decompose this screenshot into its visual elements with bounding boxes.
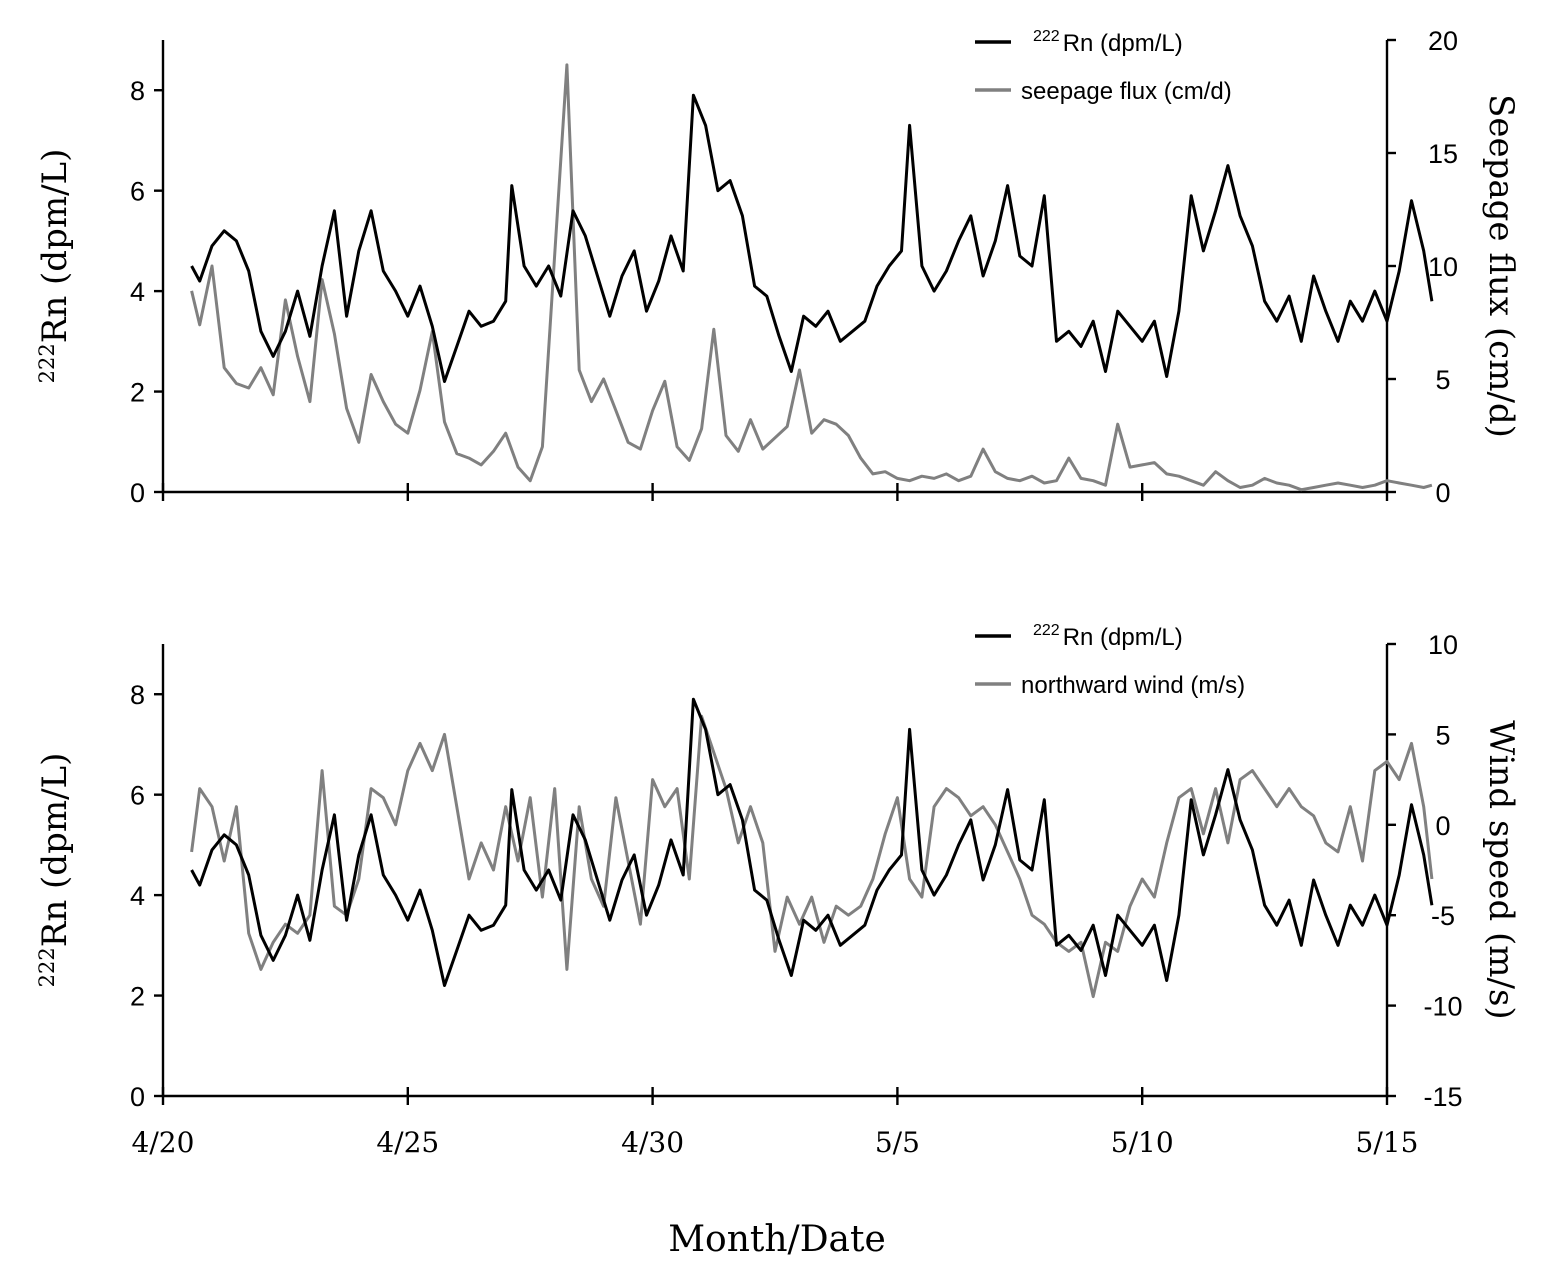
bottom-panel: 4/20 4/25 4/30 5/5 5/10 5/15 0 2 4 6 8 -15 -10 -5 0 5 10…: [35, 622, 1521, 1260]
legend-label: 222 Rn (dpm/L): [1033, 28, 1183, 57]
right-y-tick-label: -5: [1431, 901, 1455, 931]
x-tick-label: 4/30: [621, 1126, 684, 1159]
x-tick-label: 4/20: [132, 1126, 195, 1159]
legend-superscript: 222: [1033, 28, 1060, 45]
legend-label: northward wind (m/s): [1021, 672, 1245, 699]
right-y-axis-title: Seepage flux (cm/d): [1481, 94, 1521, 438]
left-y-tick-label: 2: [130, 378, 145, 408]
right-y-tick-label: 0: [1435, 811, 1450, 841]
right-y-tick-label: -10: [1423, 992, 1462, 1022]
left-y-tick-label: 6: [130, 781, 145, 811]
legend-superscript: 222: [1033, 622, 1060, 639]
legend-label: 222 Rn (dpm/L): [1033, 622, 1183, 651]
series-line-radon: [190, 697, 1434, 987]
series-line-secondary: [190, 63, 1433, 492]
right-y-tick-label: 10: [1428, 252, 1458, 282]
left-y-title-superscript: 222: [35, 343, 59, 383]
x-tick-label: 5/15: [1356, 1126, 1419, 1159]
right-y-tick-label: -15: [1423, 1082, 1462, 1112]
legend-label: seepage flux (cm/d): [1021, 78, 1232, 105]
x-axis-title: Month/Date: [668, 1219, 886, 1260]
series-line-secondary: [190, 714, 1434, 999]
legend-text: Rn (dpm/L): [1063, 624, 1183, 651]
right-y-tick-label: 10: [1428, 630, 1458, 660]
left-y-tick-label: 4: [130, 881, 145, 911]
right-y-tick-label: 20: [1428, 26, 1458, 56]
right-y-tick-label: 15: [1428, 139, 1458, 169]
left-y-tick-label: 0: [130, 478, 145, 508]
left-y-title-superscript: 222: [35, 947, 59, 987]
right-y-tick-label: 0: [1435, 478, 1450, 508]
legend-text: seepage flux (cm/d): [1021, 78, 1232, 105]
left-y-tick-label: 2: [130, 982, 145, 1012]
left-y-tick-label: 0: [130, 1082, 145, 1112]
x-tick-label: 5/5: [875, 1126, 920, 1159]
legend-text: northward wind (m/s): [1021, 672, 1245, 699]
right-y-tick-label: 5: [1435, 720, 1450, 750]
x-tick-label: 5/10: [1111, 1126, 1174, 1159]
left-y-tick-label: 8: [130, 680, 145, 710]
x-tick-label: 4/25: [376, 1126, 439, 1159]
left-y-axis-title: 222Rn (dpm/L): [35, 149, 75, 384]
series-line-radon: [190, 93, 1434, 383]
left-y-tick-label: 8: [130, 76, 145, 106]
left-y-title-text: Rn (dpm/L): [35, 753, 75, 948]
left-y-tick-label: 6: [130, 177, 145, 207]
right-y-tick-label: 5: [1435, 365, 1450, 395]
left-y-axis-title: 222Rn (dpm/L): [35, 753, 75, 988]
left-y-tick-label: 4: [130, 277, 145, 307]
legend-text: Rn (dpm/L): [1063, 30, 1183, 57]
left-y-title-text: Rn (dpm/L): [35, 149, 75, 344]
right-y-axis-title: Wind speed (m/s): [1481, 720, 1521, 1019]
